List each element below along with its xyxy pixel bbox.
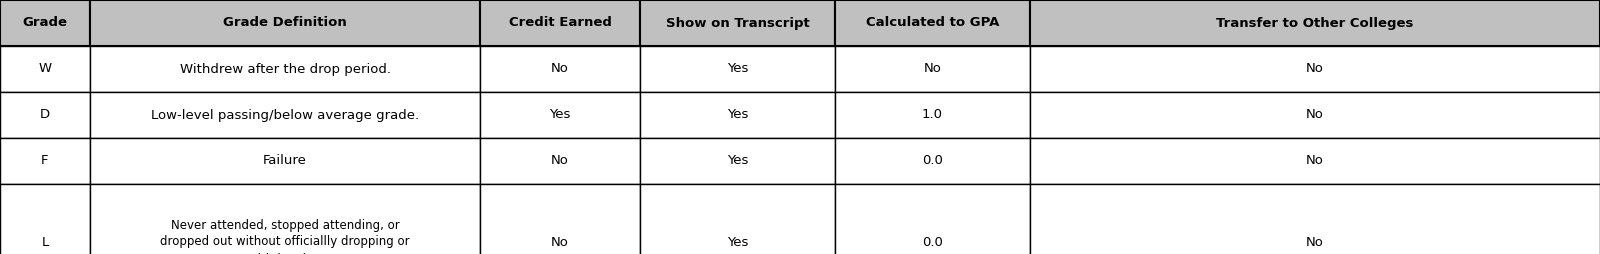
- Text: L: L: [42, 235, 48, 248]
- Bar: [640, 0, 835, 46]
- Bar: [480, 184, 640, 254]
- Bar: [0, 184, 90, 254]
- Bar: [90, 92, 480, 138]
- Text: No: No: [1306, 62, 1323, 75]
- Text: Calculated to GPA: Calculated to GPA: [866, 17, 998, 29]
- Text: Withdrew after the drop period.: Withdrew after the drop period.: [179, 62, 390, 75]
- Text: No: No: [1306, 108, 1323, 121]
- Bar: [90, 46, 480, 92]
- Text: Low-level passing/below average grade.: Low-level passing/below average grade.: [150, 108, 419, 121]
- Bar: [0, 138, 90, 184]
- Text: Yes: Yes: [726, 62, 749, 75]
- Bar: [480, 138, 640, 184]
- Text: No: No: [550, 235, 570, 248]
- Bar: [835, 92, 1030, 138]
- Text: W: W: [38, 62, 51, 75]
- Text: Failure: Failure: [262, 154, 307, 167]
- Bar: [90, 0, 480, 46]
- Bar: [0, 46, 90, 92]
- Bar: [835, 46, 1030, 92]
- Text: Transfer to Other Colleges: Transfer to Other Colleges: [1216, 17, 1414, 29]
- Bar: [0, 0, 90, 46]
- Text: D: D: [40, 108, 50, 121]
- Bar: [480, 0, 640, 46]
- Bar: [1030, 92, 1600, 138]
- Text: Show on Transcript: Show on Transcript: [666, 17, 810, 29]
- Bar: [640, 92, 835, 138]
- Text: Yes: Yes: [726, 154, 749, 167]
- Bar: [90, 138, 480, 184]
- Bar: [0, 92, 90, 138]
- Bar: [835, 138, 1030, 184]
- Bar: [1030, 184, 1600, 254]
- Bar: [90, 184, 480, 254]
- Text: Yes: Yes: [726, 235, 749, 248]
- Bar: [640, 184, 835, 254]
- Text: Grade Definition: Grade Definition: [222, 17, 347, 29]
- Text: 0.0: 0.0: [922, 154, 942, 167]
- Bar: [1030, 0, 1600, 46]
- Bar: [835, 184, 1030, 254]
- Bar: [480, 92, 640, 138]
- Text: Never attended, stopped attending, or
dropped out without officiallly dropping o: Never attended, stopped attending, or dr…: [160, 218, 410, 254]
- Text: Credit Earned: Credit Earned: [509, 17, 611, 29]
- Text: Yes: Yes: [549, 108, 571, 121]
- Bar: [835, 0, 1030, 46]
- Text: Yes: Yes: [726, 108, 749, 121]
- Text: 0.0: 0.0: [922, 235, 942, 248]
- Text: Grade: Grade: [22, 17, 67, 29]
- Text: F: F: [42, 154, 48, 167]
- Text: No: No: [1306, 235, 1323, 248]
- Bar: [480, 46, 640, 92]
- Text: No: No: [923, 62, 941, 75]
- Bar: [640, 138, 835, 184]
- Bar: [1030, 138, 1600, 184]
- Bar: [640, 46, 835, 92]
- Bar: [1030, 46, 1600, 92]
- Text: No: No: [550, 62, 570, 75]
- Text: No: No: [1306, 154, 1323, 167]
- Text: No: No: [550, 154, 570, 167]
- Text: 1.0: 1.0: [922, 108, 942, 121]
